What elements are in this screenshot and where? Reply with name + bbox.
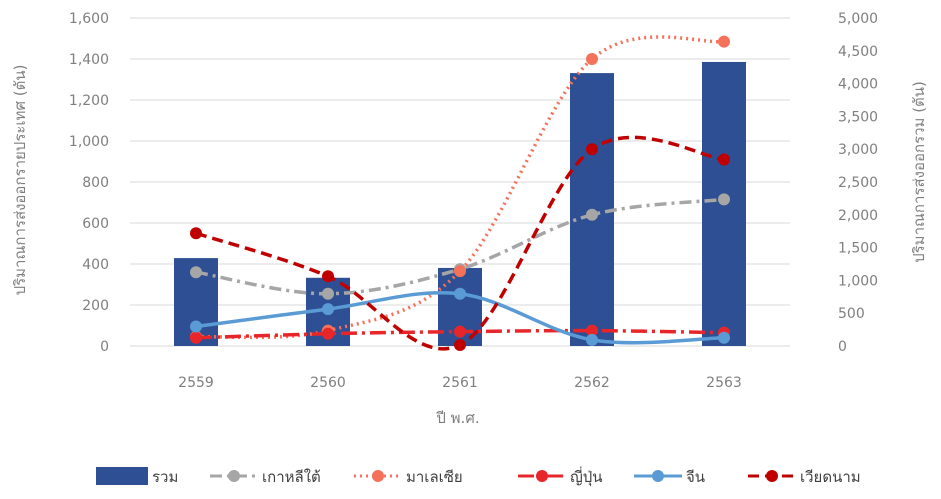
legend-label: จีน xyxy=(686,468,705,486)
legend-item: มาเลเซีย xyxy=(354,468,463,486)
legend-item: จีน xyxy=(634,468,705,486)
y-right-tick-label: 1,000 xyxy=(838,273,878,289)
x-tick-label: 2563 xyxy=(706,375,742,391)
data-point xyxy=(190,266,202,279)
legend-label: เวียดนาม xyxy=(800,468,861,486)
legend-label: รวม xyxy=(152,468,178,486)
data-point xyxy=(190,320,202,333)
data-point xyxy=(454,265,466,278)
y-left-tick-label: 200 xyxy=(82,298,109,314)
data-point xyxy=(718,35,730,48)
legend-item: ญี่ปุ่น xyxy=(518,466,603,487)
y-axis-right-label: ปริมาณการส่งออกรวม (ตัน) xyxy=(910,81,928,263)
y-left-tick-label: 1,400 xyxy=(69,52,109,68)
legend-item: เวียดนาม xyxy=(748,468,861,486)
data-point xyxy=(586,333,598,346)
y-left-tick-label: 1,600 xyxy=(69,11,109,27)
y-right-tick-label: 4,000 xyxy=(838,77,878,93)
y-right-tick-label: 3,500 xyxy=(838,109,878,125)
x-tick-label: 2562 xyxy=(574,375,610,391)
data-point xyxy=(322,327,334,340)
x-axis-label: ปี พ.ศ. xyxy=(435,409,479,427)
legend-marker xyxy=(536,470,548,482)
y-right-tick-label: 2,000 xyxy=(838,208,878,224)
y-right-tick-label: 1,500 xyxy=(838,241,878,257)
data-point xyxy=(322,287,334,300)
y-right-tick-label: 0 xyxy=(838,339,847,355)
data-point xyxy=(322,303,334,316)
data-point xyxy=(454,338,466,351)
legend-marker xyxy=(766,470,778,482)
y-right-tick-label: 4,500 xyxy=(838,44,878,60)
x-tick-label: 2559 xyxy=(178,375,214,391)
data-point xyxy=(718,153,730,166)
legend-label: ญี่ปุ่น xyxy=(570,466,603,487)
legend-marker xyxy=(652,470,664,482)
y-axis-left-ticks: 0 200 400 600 800 1,000 1,200 1,400 1,600 xyxy=(69,11,109,355)
data-point xyxy=(322,270,334,283)
y-right-tick-label: 2,500 xyxy=(838,175,878,191)
legend-marker xyxy=(372,470,384,482)
line-series xyxy=(190,35,730,351)
data-point xyxy=(586,208,598,221)
data-point xyxy=(586,143,598,156)
data-point xyxy=(454,325,466,338)
legend-swatch xyxy=(96,467,148,485)
y-left-tick-label: 800 xyxy=(82,175,109,191)
legend-label: เกาหลีใต้ xyxy=(262,468,321,486)
y-left-tick-label: 0 xyxy=(100,339,109,355)
y-right-tick-label: 5,000 xyxy=(838,11,878,27)
y-axis-left-label: ปริมาณการส่งออกรายประเทศ (ตัน) xyxy=(11,65,29,296)
data-point xyxy=(718,193,730,206)
data-point xyxy=(190,227,202,240)
legend-item: เกาหลีใต้ xyxy=(210,468,321,486)
y-left-tick-label: 400 xyxy=(82,257,109,273)
y-left-tick-label: 600 xyxy=(82,216,109,232)
y-left-tick-label: 1,200 xyxy=(69,93,109,109)
gridlines xyxy=(130,17,790,347)
data-point xyxy=(718,331,730,344)
legend-label: มาเลเซีย xyxy=(406,468,463,486)
legend-marker xyxy=(228,470,240,482)
y-right-tick-label: 3,000 xyxy=(838,142,878,158)
y-right-tick-label: 500 xyxy=(838,306,865,322)
legend-item: รวม xyxy=(96,467,178,486)
x-axis-ticks: 2559 2560 2561 2562 2563 xyxy=(178,375,742,391)
y-left-tick-label: 1,000 xyxy=(69,134,109,150)
data-point xyxy=(586,53,598,65)
y-axis-right-ticks: 0 500 1,000 1,500 2,000 2,500 3,000 3,500 4,000 4… xyxy=(838,11,878,355)
data-point xyxy=(190,331,202,344)
legend: รวม เกาหลีใต้ มาเลเซีย ญี่ปุ่น จีน เวียดนาม xyxy=(96,466,861,487)
data-point xyxy=(454,287,466,300)
x-tick-label: 2561 xyxy=(442,375,478,391)
data-point xyxy=(586,324,598,337)
x-tick-label: 2560 xyxy=(310,375,346,391)
